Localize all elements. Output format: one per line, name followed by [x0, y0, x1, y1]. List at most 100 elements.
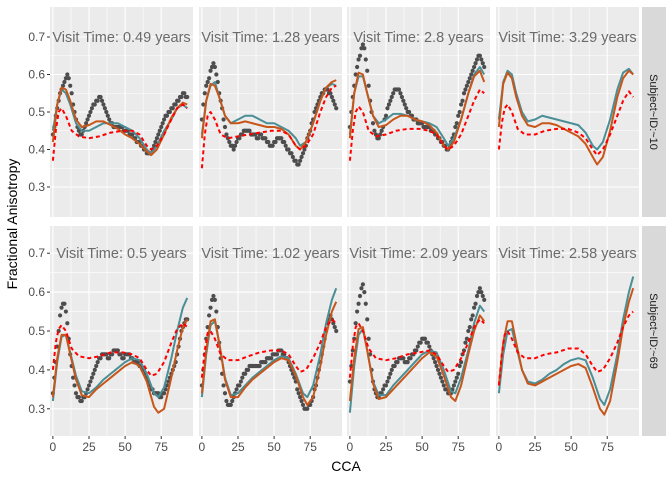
- data-point: [461, 91, 467, 96]
- data-point: [360, 42, 365, 47]
- data-point: [224, 398, 229, 404]
- data-point: [332, 102, 337, 107]
- data-point: [328, 91, 333, 96]
- panel-data-2: Visit Time: 2.8 years: [347, 30, 487, 161]
- data-point: [383, 383, 389, 388]
- data-point: [228, 402, 233, 407]
- data-point: [95, 98, 100, 103]
- data-point: [107, 117, 112, 122]
- panel-data-3: Visit Time: 3.29 years: [497, 30, 637, 166]
- data-point: [299, 398, 304, 404]
- data-point: [211, 293, 216, 299]
- series-line-red-dashed: [200, 318, 337, 378]
- y-tick-label: 0.3: [28, 402, 45, 416]
- data-point: [474, 57, 480, 62]
- data-point: [472, 64, 477, 70]
- data-point: [157, 128, 162, 133]
- data-point: [212, 297, 217, 302]
- data-point: [334, 106, 339, 111]
- data-point: [434, 363, 439, 369]
- data-point: [159, 124, 164, 130]
- data-point: [289, 151, 294, 156]
- data-point: [453, 379, 458, 384]
- data-point: [457, 363, 462, 369]
- data-point: [154, 136, 159, 141]
- panel-r1-c0: [50, 226, 193, 436]
- data-point: [230, 143, 235, 148]
- data-point: [156, 132, 161, 137]
- data-point: [356, 301, 361, 306]
- data-point: [431, 356, 436, 361]
- data-point: [282, 139, 287, 145]
- data-point: [63, 309, 68, 314]
- data-point: [208, 305, 213, 310]
- series-line-red-dashed: [348, 88, 485, 161]
- data-point: [98, 356, 103, 361]
- panel-data-layer: [199, 61, 339, 169]
- panel-data-7: Visit Time: 2.58 years: [497, 246, 637, 416]
- data-point: [263, 136, 268, 141]
- data-point: [237, 383, 242, 388]
- data-point: [363, 57, 368, 62]
- data-point: [121, 356, 126, 361]
- data-point: [395, 360, 400, 365]
- data-point: [435, 367, 441, 372]
- data-point: [204, 83, 209, 88]
- data-point: [59, 305, 64, 310]
- x-tick-label: 50: [267, 440, 281, 454]
- x-tick-label: 0: [50, 440, 57, 454]
- data-point: [234, 387, 239, 392]
- data-point: [356, 57, 361, 62]
- panel-data-5: Visit Time: 1.02 years: [199, 246, 340, 411]
- facet-strip-r0: Subject~ID:~10: [642, 7, 666, 217]
- data-point: [69, 91, 74, 96]
- y-tick-label: 0.3: [28, 180, 45, 194]
- data-point: [398, 91, 403, 96]
- data-point: [415, 344, 420, 349]
- x-tick-label: 0: [496, 440, 503, 454]
- x-tick-label: 75: [155, 440, 169, 454]
- x-tick-label: 75: [304, 440, 318, 454]
- data-point: [84, 121, 89, 126]
- data-point: [453, 124, 458, 130]
- data-point: [105, 113, 110, 118]
- data-point: [466, 79, 471, 85]
- x-tick-label: 25: [231, 440, 245, 454]
- data-point: [164, 383, 170, 388]
- visit-time-label: Visit Time: 1.02 years: [201, 246, 339, 262]
- data-point: [456, 371, 461, 376]
- data-point: [357, 293, 363, 299]
- data-point: [79, 398, 84, 404]
- data-point: [355, 309, 360, 314]
- facet-strip-background: [642, 226, 666, 436]
- data-point: [207, 313, 212, 318]
- data-point: [467, 325, 472, 330]
- data-point: [438, 375, 443, 380]
- data-point: [473, 301, 478, 306]
- data-point: [392, 363, 397, 369]
- x-tick-label: 50: [118, 440, 132, 454]
- data-point: [63, 76, 68, 81]
- facet-strip-label: Subject~ID:~69: [647, 293, 659, 369]
- data-point: [185, 94, 190, 100]
- data-point: [162, 391, 167, 396]
- series-line-teal: [497, 276, 635, 406]
- data-point: [425, 340, 430, 345]
- series-line-red-dashed: [497, 310, 634, 386]
- series-line-red-dashed: [51, 103, 188, 161]
- data-point: [201, 102, 206, 107]
- data-point: [222, 124, 228, 130]
- data-point: [359, 286, 364, 291]
- data-point: [386, 102, 391, 107]
- y-axis-title: Fractional Anisotropy: [4, 159, 20, 290]
- data-point: [466, 328, 471, 334]
- data-point: [437, 371, 442, 376]
- data-point: [408, 356, 413, 361]
- data-point: [208, 68, 213, 73]
- panel-data-1: Visit Time: 1.28 years: [199, 30, 340, 169]
- data-point: [76, 395, 81, 400]
- data-point: [331, 98, 336, 103]
- data-point: [456, 113, 461, 118]
- x-axis-title: CCA: [331, 458, 361, 474]
- data-point: [266, 139, 271, 145]
